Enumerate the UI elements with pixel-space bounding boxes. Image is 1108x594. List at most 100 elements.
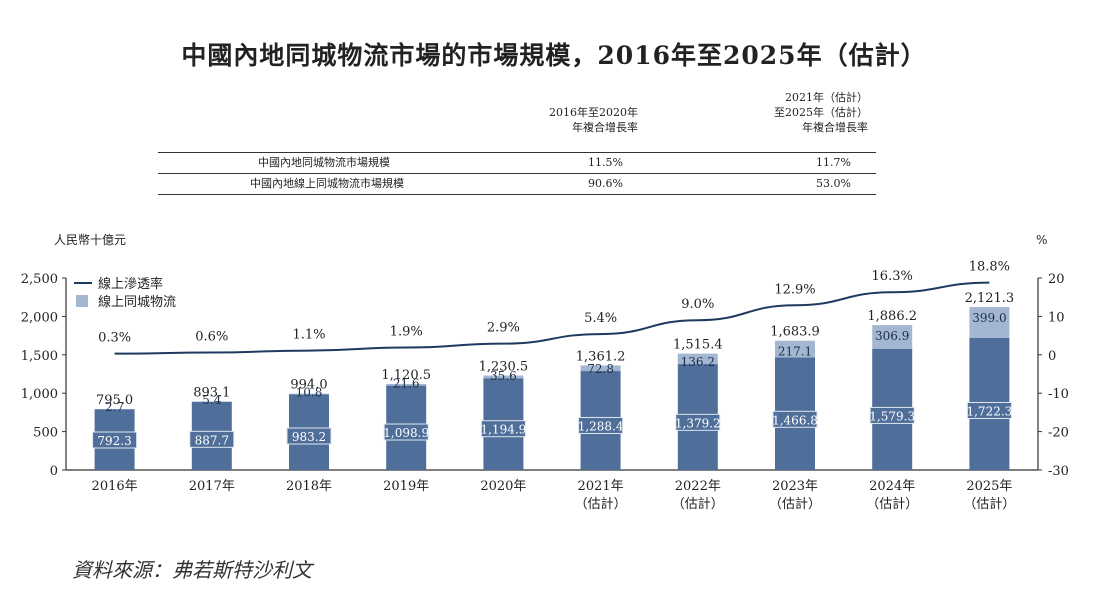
cagr-rule-bottom <box>158 194 876 195</box>
cagr-row-label: 中國內地線上同城物流市場規模 <box>250 177 404 190</box>
bar-total-label: 2,121.3 <box>965 291 1015 306</box>
bar-offline-label-box <box>869 406 915 424</box>
y-tick-label-left: 1,500 <box>21 349 58 364</box>
bar-offline-label-box <box>480 420 526 438</box>
cagr-col1-header: 2016年至2020年 年複合增長率 <box>518 105 638 135</box>
cagr-col2-header-line1: 2021年（估計） <box>785 91 868 104</box>
bar-online <box>386 383 427 386</box>
cagr-row-value: 11.7% <box>816 156 851 169</box>
bar-offline-label-box <box>189 430 235 448</box>
bar-offline-label-box <box>675 413 721 431</box>
y-tick-label-left: 1,000 <box>21 387 58 402</box>
bar-total-label: 893.1 <box>193 385 230 400</box>
y-tick-label-left: 500 <box>33 426 58 441</box>
bar-offline-label: 1,194.9 <box>480 423 526 437</box>
bar-offline-label-box <box>578 416 624 434</box>
bar-total-label: 1,361.2 <box>576 349 626 364</box>
bar-offline-label: 792.3 <box>97 434 131 448</box>
x-tick-label: 2025年 <box>966 479 1012 494</box>
cagr-row-value: 11.5% <box>588 156 623 169</box>
penetration-label: 18.8% <box>969 260 1010 275</box>
bar-offline-label: 1,722.3 <box>966 404 1012 418</box>
penetration-label: 12.9% <box>774 282 815 297</box>
chart-title: 中國內地同城物流市場的市場規模，2016年至2025年（估計） <box>181 41 927 70</box>
bar-online <box>94 408 135 410</box>
bar-total-label: 1,683.9 <box>770 325 820 340</box>
cagr-row: 中國內地線上同城物流市場規模 90.6% 53.0% <box>158 174 876 194</box>
x-tick-label: 2022年 <box>675 479 721 494</box>
x-tick-note: （估計） <box>575 496 627 512</box>
y-tick-label-right: 10 <box>1048 310 1065 325</box>
bar-online-label: 10.8 <box>296 385 323 399</box>
cagr-col2-header: 2021年（估計） 至2025年（估計） 年複合增長率 <box>748 90 868 135</box>
cagr-col2-header-line3: 年複合增長率 <box>802 121 868 134</box>
bar-offline-label: 1,466.8 <box>772 413 818 427</box>
bar-total-label: 1,515.4 <box>673 338 723 353</box>
bar-offline-label: 1,379.2 <box>675 416 721 430</box>
bar-offline-label: 1,579.3 <box>869 409 915 423</box>
bar-total-label: 1,886.2 <box>867 309 917 324</box>
bar-online-label: 136.2 <box>681 355 715 369</box>
bar-offline-label: 983.2 <box>292 430 326 444</box>
penetration-label: 5.4% <box>584 311 617 326</box>
cagr-col1-header-line1: 2016年至2020年 <box>549 106 638 119</box>
y-axis-right-title: % <box>1036 233 1047 247</box>
penetration-label: 0.6% <box>195 329 228 344</box>
x-tick-label: 2017年 <box>189 479 235 494</box>
bar-total-label: 994.0 <box>290 378 327 393</box>
bar-offline-label-box <box>772 410 818 428</box>
bar-online-label: 306.9 <box>875 329 909 343</box>
legend-bar-swatch <box>76 295 88 307</box>
bar-offline-label-box <box>383 423 429 441</box>
x-tick-label: 2018年 <box>286 479 332 494</box>
x-tick-label: 2016年 <box>92 479 138 494</box>
bar-online-label: 217.1 <box>778 345 812 359</box>
bar-total-label: 795.0 <box>96 393 133 408</box>
penetration-label: 9.0% <box>681 297 714 312</box>
bar-online-label: 5.4 <box>202 393 221 407</box>
source-note: 資料來源：弗若斯特沙利文 <box>72 558 312 582</box>
x-tick-label: 2019年 <box>383 479 429 494</box>
bar-online-label: 399.0 <box>972 311 1006 325</box>
cagr-rule-top <box>158 152 876 153</box>
bar-online <box>677 353 718 365</box>
bar-online <box>969 307 1010 338</box>
y-tick-label-right: -30 <box>1048 464 1069 479</box>
cagr-col1-header-line2: 年複合增長率 <box>572 121 638 134</box>
x-tick-note: （估計） <box>963 496 1015 512</box>
penetration-label: 1.9% <box>390 325 423 340</box>
cagr-rule-mid <box>158 173 876 174</box>
bar-total-label: 1,120.5 <box>381 368 431 383</box>
cagr-row: 中國內地同城物流市場規模 11.5% 11.7% <box>158 153 876 173</box>
bar-online <box>580 365 621 372</box>
bar-offline-label-box <box>286 427 332 445</box>
bar-online <box>191 401 232 402</box>
y-tick-label-right: -10 <box>1048 387 1069 402</box>
cagr-row-label: 中國內地同城物流市場規模 <box>258 156 390 169</box>
bar-offline-label: 1,098.9 <box>383 426 429 440</box>
bar-offline-label-box <box>92 431 138 449</box>
bar-online-label: 21.6 <box>393 377 420 391</box>
penetration-label: 2.9% <box>487 321 520 336</box>
cagr-row-value: 53.0% <box>816 177 851 190</box>
y-tick-label-left: 2,000 <box>21 310 58 325</box>
legend-line-label: 線上滲透率 <box>98 276 163 292</box>
bar-online <box>483 375 524 379</box>
x-tick-label: 2024年 <box>869 479 915 494</box>
penetration-label: 1.1% <box>292 328 325 343</box>
y-axis-left-title: 人民幣十億元 <box>54 233 126 247</box>
y-tick-label-left: 2,500 <box>21 272 58 287</box>
cagr-col2-header-line2: 至2025年（估計） <box>774 106 868 119</box>
cagr-row-value: 90.6% <box>588 177 623 190</box>
bar-total-label: 1,230.5 <box>479 359 529 374</box>
penetration-label: 0.3% <box>98 331 131 346</box>
x-tick-note: （估計） <box>672 496 724 512</box>
x-tick-label: 2021年 <box>578 479 624 494</box>
x-tick-label: 2020年 <box>480 479 526 494</box>
y-tick-label-left: 0 <box>50 464 58 479</box>
bar-offline-label: 1,288.4 <box>578 419 624 433</box>
y-tick-label-right: -20 <box>1048 426 1069 441</box>
x-tick-note: （估計） <box>769 496 821 512</box>
x-tick-note: （估計） <box>866 496 918 512</box>
